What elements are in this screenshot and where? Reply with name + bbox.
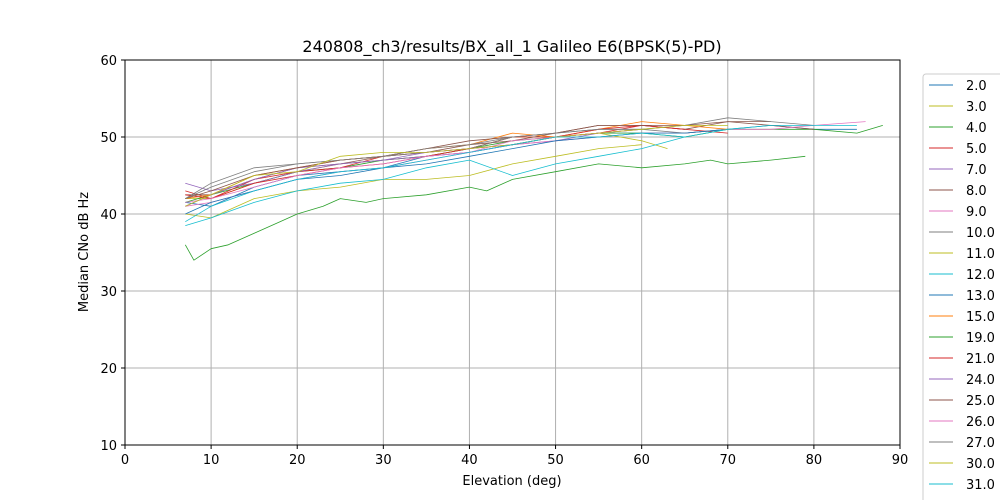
x-axis-ticks: 0 10 20 30 40 50 60 70 80 90	[121, 445, 908, 468]
y-axis-label: Median CNo dB Hz	[77, 192, 92, 312]
legend-entry: 4.0	[966, 121, 987, 136]
legend-entry: 31.0	[966, 478, 995, 493]
x-tick-label: 80	[806, 453, 823, 468]
series-line-3.0	[185, 132, 668, 200]
series-line-31.0	[185, 125, 857, 223]
x-tick-label: 40	[461, 453, 478, 468]
legend-entry: 27.0	[966, 436, 995, 451]
y-tick-label: 10	[100, 439, 117, 454]
grid-lines	[124, 59, 901, 446]
legend-box	[922, 73, 1000, 500]
plot-area	[124, 59, 901, 446]
x-tick-label: 20	[289, 453, 306, 468]
y-tick-label: 60	[100, 54, 117, 69]
series-line-25.0	[185, 121, 771, 199]
series-line-30.0	[185, 125, 728, 207]
legend-entry: 19.0	[966, 331, 995, 346]
legend-entry: 7.0	[966, 163, 987, 178]
legend-entry: 25.0	[966, 394, 995, 409]
x-tick-label: 50	[547, 453, 564, 468]
legend-entry: 5.0	[966, 142, 987, 157]
legend-entry: 8.0	[966, 184, 987, 199]
legend-entry: 13.0	[966, 289, 995, 304]
x-tick-label: 10	[203, 453, 220, 468]
y-tick-label: 50	[100, 131, 117, 146]
x-tick-label: 30	[375, 453, 392, 468]
legend-entry: 11.0	[966, 247, 995, 262]
x-tick-label: 90	[892, 453, 909, 468]
y-tick-label: 20	[100, 362, 117, 377]
legend-entry: 12.0	[966, 268, 995, 283]
y-tick-label: 40	[100, 208, 117, 223]
legend-entry: 10.0	[966, 226, 995, 241]
legend-entry: 15.0	[966, 310, 995, 325]
x-tick-label: 0	[121, 453, 129, 468]
legend-entry: 26.0	[966, 415, 995, 430]
chart-title: 240808_ch3/results/BX_all_1 Galileo E6(B…	[302, 37, 721, 57]
x-tick-label: 60	[633, 453, 650, 468]
series-lines	[184, 117, 883, 261]
legend-entry: 30.0	[966, 457, 995, 472]
legend-entry: 21.0	[966, 352, 995, 367]
series-line-12.0	[185, 136, 685, 226]
legend-entry: 24.0	[966, 373, 995, 388]
legend: 2.0 3.0 4.0 5.0 7.0 8.0 9.0 10.0 11.0 12.0 13.0 15.…	[922, 73, 1000, 500]
y-tick-label: 30	[100, 285, 117, 300]
legend-entry: 2.0	[966, 79, 987, 94]
series-line-11.0	[185, 144, 642, 219]
series-line-7.0	[185, 128, 642, 192]
y-axis-ticks: 10 20 30 40 50 60	[100, 54, 125, 454]
x-tick-label: 70	[720, 453, 737, 468]
series-line-19.0	[184, 155, 806, 261]
legend-entry: 9.0	[966, 205, 987, 220]
series-line-10.0	[185, 128, 728, 199]
x-axis-label: Elevation (deg)	[462, 474, 561, 489]
series-line-27.0	[185, 117, 814, 199]
legend-entry: 3.0	[966, 100, 987, 115]
